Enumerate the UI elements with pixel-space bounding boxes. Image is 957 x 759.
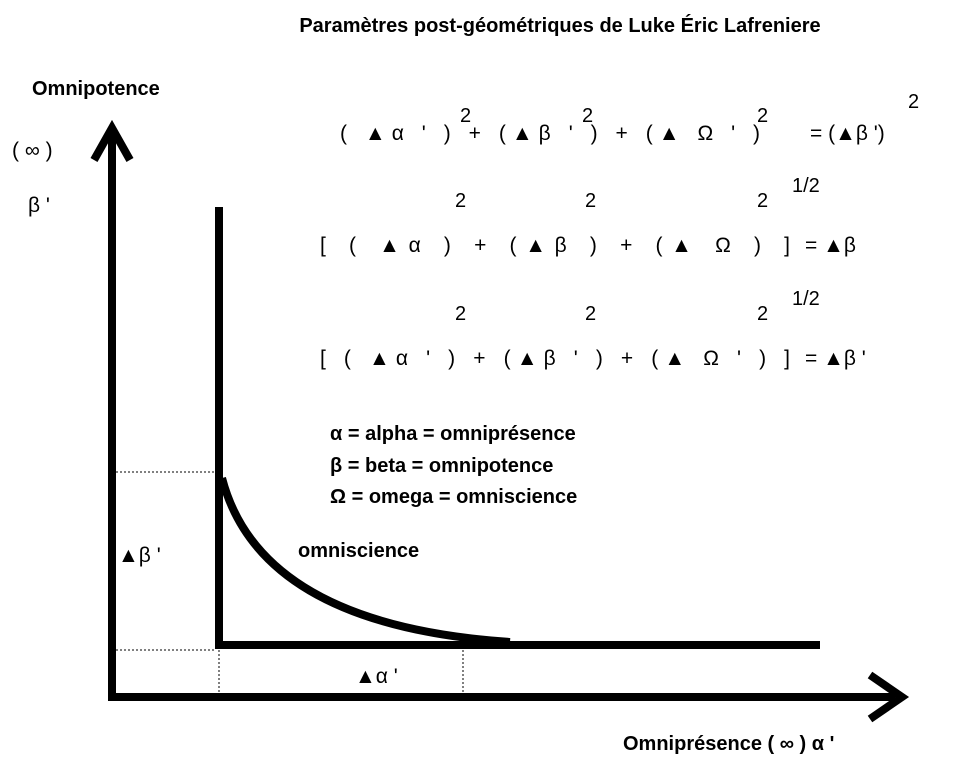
exponent: 2 (908, 91, 919, 113)
exponent: 2 (582, 105, 593, 127)
curve-label: omniscience (298, 540, 419, 562)
legend-entry: α = alpha = omniprésence (330, 423, 576, 445)
y-symbol: β ' (28, 194, 50, 217)
equation-left: [ ( ▲α ) + (▲β ) + (▲ Ω ) ] (320, 234, 790, 257)
legend-entry: Ω = omega = omniscience (330, 486, 577, 508)
exponent: 2 (585, 303, 596, 325)
exponent: 1/2 (792, 175, 820, 197)
exponent: 2 (757, 105, 768, 127)
exponent: 2 (455, 190, 466, 212)
guides (116, 471, 464, 693)
exponent: 2 (585, 190, 596, 212)
equation-right: = ▲β (805, 234, 856, 257)
equation-left: [ ( ▲α ' ) + (▲β ' ) + (▲ Ω ' ) ] (320, 347, 790, 370)
exponent: 2 (455, 303, 466, 325)
axes (90, 119, 910, 723)
exponent: 2 (460, 105, 471, 127)
y-arrow (90, 119, 134, 162)
delta-alpha: ▲α ' (355, 665, 398, 688)
legend-entry: β = beta = omnipotence (330, 455, 553, 477)
exponent: 1/2 (792, 288, 820, 310)
y-infinity: ( ∞ ) (12, 139, 53, 162)
equation-right: = (▲β ') (810, 122, 885, 145)
x-axis-label: Omniprésence ( ∞ ) α ' (623, 733, 834, 755)
delta-beta: ▲β ' (118, 544, 161, 567)
exponent: 2 (757, 190, 768, 212)
title: Paramètres post-géométriques de Luke Éri… (299, 14, 820, 37)
y-axis-label: Omnipotence (32, 78, 160, 100)
x-arrow (867, 671, 910, 723)
exponent: 2 (757, 303, 768, 325)
equation-left: ( ▲α ' ) + (▲β ' ) + (▲ Ω ' ) (340, 122, 760, 145)
equation-right: = ▲β ' (805, 347, 866, 370)
curve (218, 476, 511, 646)
